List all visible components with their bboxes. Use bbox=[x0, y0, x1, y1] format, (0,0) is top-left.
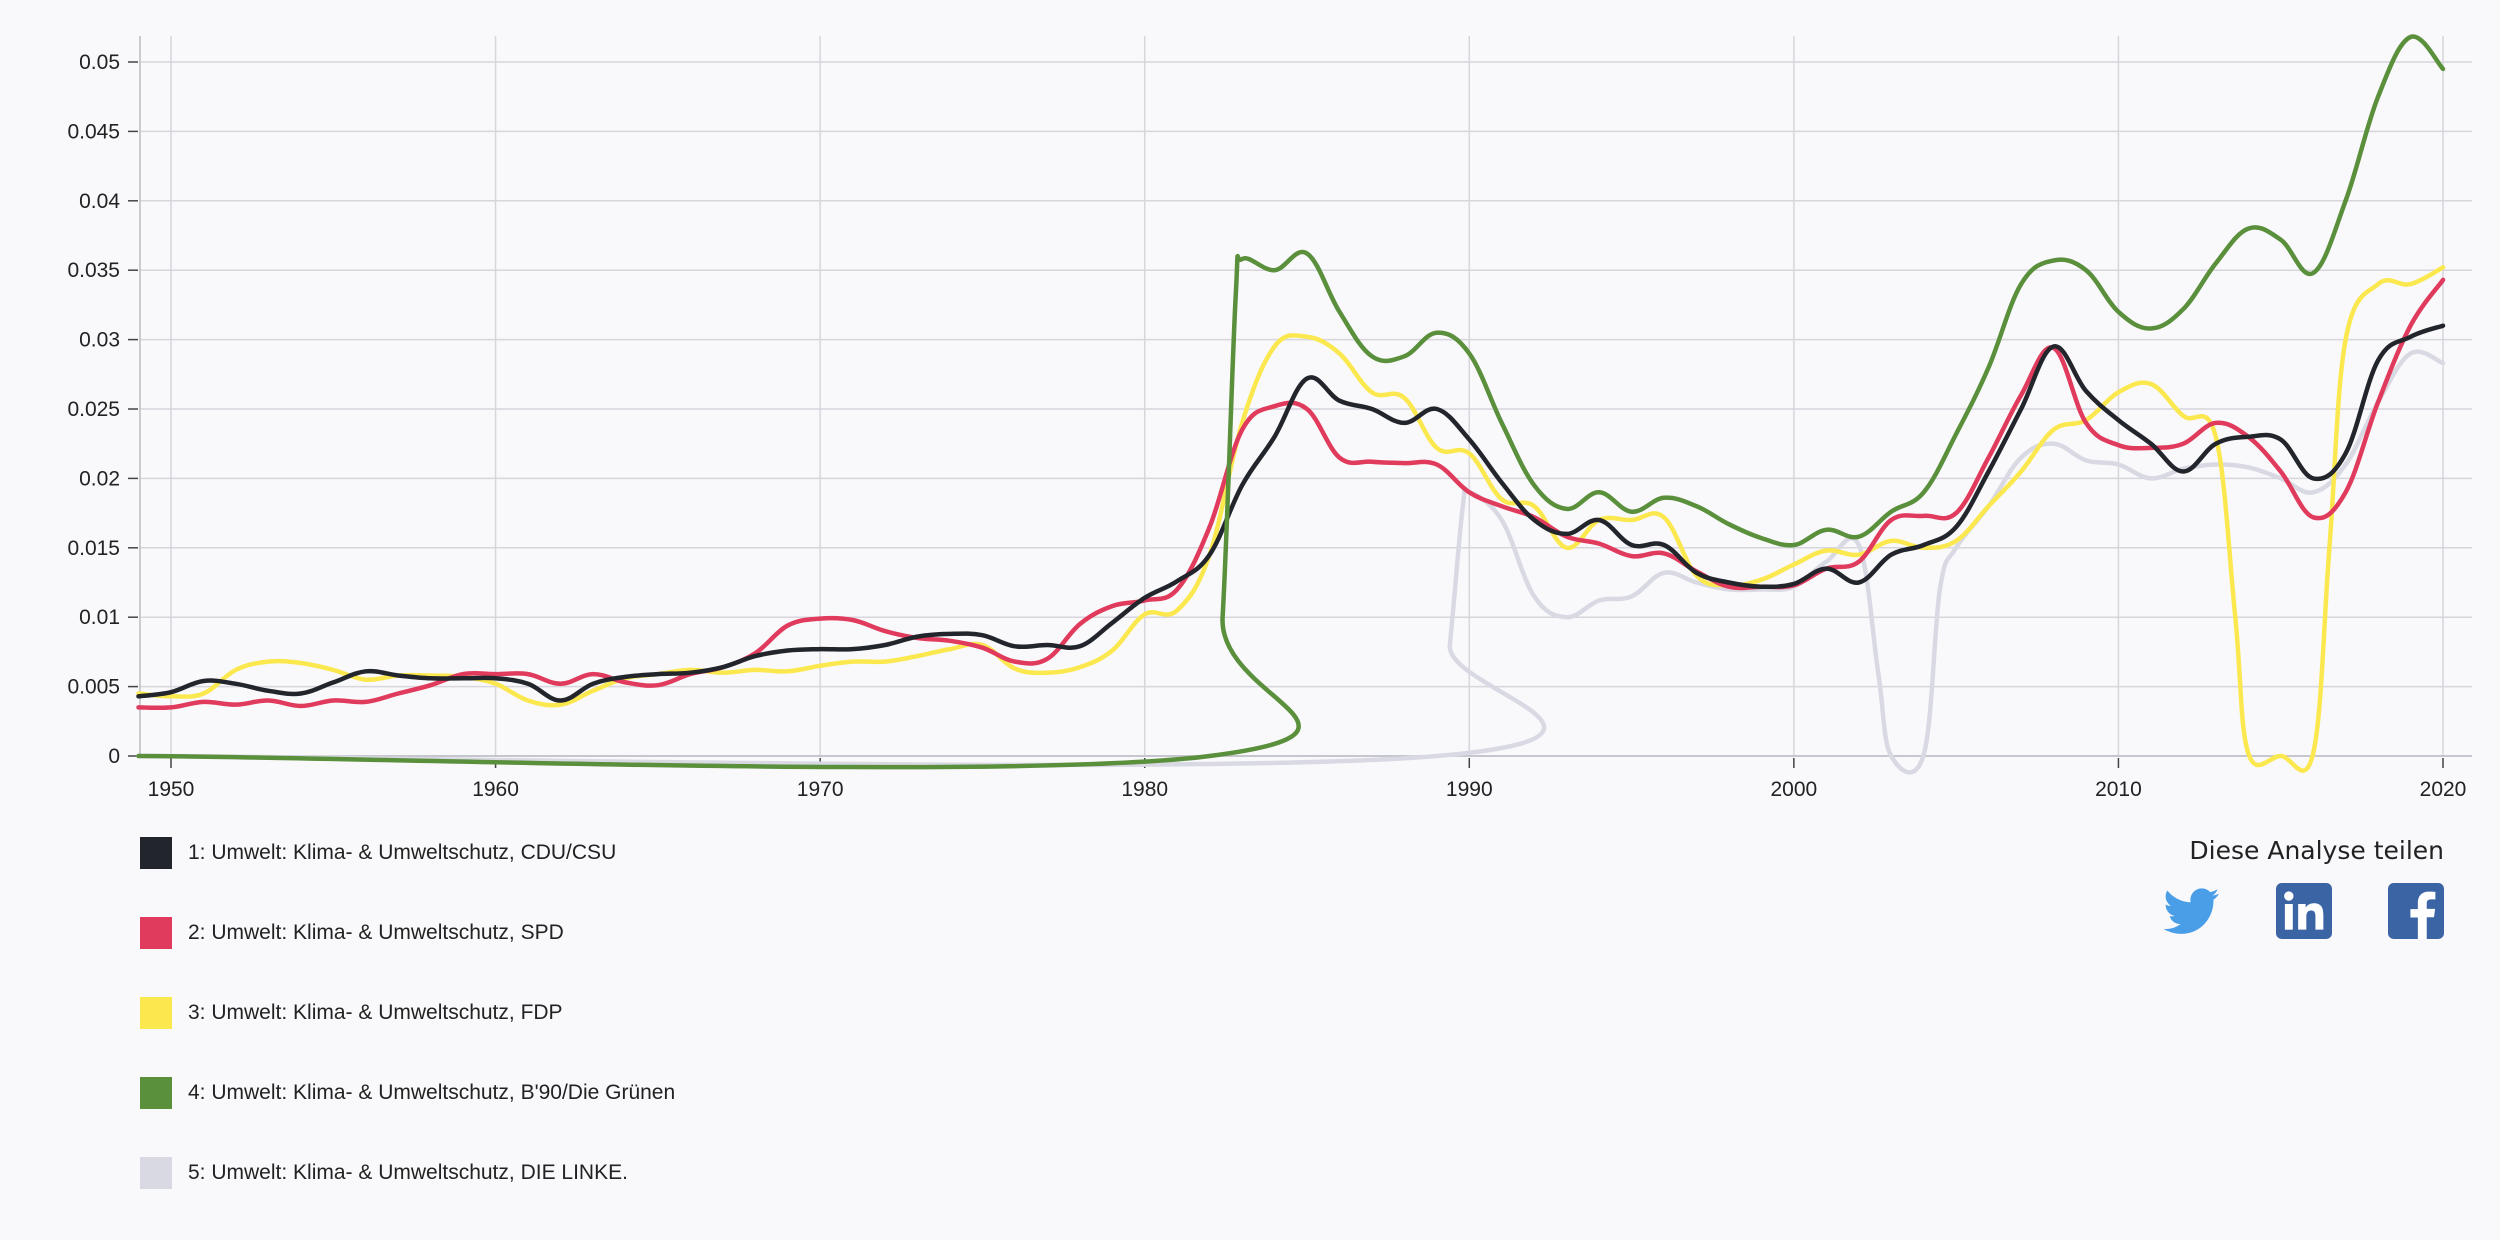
y-tick-label: 0.015 bbox=[67, 537, 120, 560]
legend-swatch bbox=[140, 837, 172, 869]
series-line-3 bbox=[136, 265, 2446, 773]
x-tick-label: 1970 bbox=[797, 778, 844, 801]
linkedin-icon[interactable] bbox=[2276, 883, 2332, 939]
y-tick-label: 0 bbox=[108, 745, 120, 768]
legend-swatch bbox=[140, 1077, 172, 1109]
y-tick-label: 0.03 bbox=[79, 329, 120, 352]
legend-label: 2: Umwelt: Klima- & Umweltschutz, SPD bbox=[188, 921, 564, 944]
legend-label: 3: Umwelt: Klima- & Umweltschutz, FDP bbox=[188, 1001, 563, 1024]
legend-label: 5: Umwelt: Klima- & Umweltschutz, DIE LI… bbox=[188, 1161, 628, 1184]
y-tick-label: 0.025 bbox=[67, 398, 120, 421]
legend-label: 4: Umwelt: Klima- & Umweltschutz, B'90/D… bbox=[188, 1081, 676, 1104]
legend-item[interactable]: 2: Umwelt: Klima- & Umweltschutz, SPD bbox=[140, 916, 675, 950]
legend-swatch bbox=[140, 997, 172, 1029]
legend-item[interactable]: 1: Umwelt: Klima- & Umweltschutz, CDU/CS… bbox=[140, 836, 675, 870]
facebook-icon[interactable] bbox=[2388, 883, 2444, 939]
x-tick-label: 1980 bbox=[1121, 778, 1168, 801]
y-tick-label: 0.01 bbox=[79, 606, 120, 629]
legend-swatch bbox=[140, 1157, 172, 1189]
share-panel: Diese Analyse teilen bbox=[2124, 836, 2444, 939]
legend-swatch bbox=[140, 917, 172, 949]
y-tick-label: 0.05 bbox=[79, 51, 120, 74]
legend-item[interactable]: 5: Umwelt: Klima- & Umweltschutz, DIE LI… bbox=[140, 1156, 675, 1190]
y-tick-label: 0.045 bbox=[67, 120, 120, 143]
x-tick-label: 1950 bbox=[148, 778, 195, 801]
grid bbox=[140, 36, 2472, 757]
series-line-4 bbox=[136, 34, 2446, 770]
share-title: Diese Analyse teilen bbox=[2189, 836, 2444, 865]
legend: 1: Umwelt: Klima- & Umweltschutz, CDU/CS… bbox=[140, 836, 675, 1236]
line-chart: 0 0.005 0.01 0.015 0.02 0.025 0.03 0.035 0.04 0.0… bbox=[67, 34, 2472, 801]
x-tick-label: 2020 bbox=[2420, 778, 2467, 801]
y-tick-label: 0.005 bbox=[67, 676, 120, 699]
legend-item[interactable]: 3: Umwelt: Klima- & Umweltschutz, FDP bbox=[140, 996, 675, 1030]
series-line-1 bbox=[136, 323, 2446, 703]
legend-item[interactable]: 4: Umwelt: Klima- & Umweltschutz, B'90/D… bbox=[140, 1076, 675, 1110]
legend-label: 1: Umwelt: Klima- & Umweltschutz, CDU/CS… bbox=[188, 841, 617, 864]
series-line-5 bbox=[136, 349, 2446, 775]
y-tick-label: 0.04 bbox=[79, 190, 120, 213]
share-icons bbox=[2124, 883, 2444, 939]
x-tick-label: 2010 bbox=[2095, 778, 2142, 801]
x-tick-label: 1960 bbox=[472, 778, 519, 801]
x-tick-label: 1990 bbox=[1446, 778, 1493, 801]
x-tick-label: 2000 bbox=[1770, 778, 1817, 801]
chart-svg: 0 0.005 0.01 0.015 0.02 0.025 0.03 0.035 0.04 0.0… bbox=[67, 34, 2472, 801]
series-lines bbox=[136, 34, 2446, 775]
axes: 0 0.005 0.01 0.015 0.02 0.025 0.03 0.035 0.04 0.0… bbox=[67, 36, 2472, 801]
series-line-2 bbox=[136, 277, 2446, 711]
y-tick-label: 0.035 bbox=[67, 259, 120, 282]
twitter-icon[interactable] bbox=[2164, 883, 2220, 939]
y-tick-label: 0.02 bbox=[79, 467, 120, 490]
